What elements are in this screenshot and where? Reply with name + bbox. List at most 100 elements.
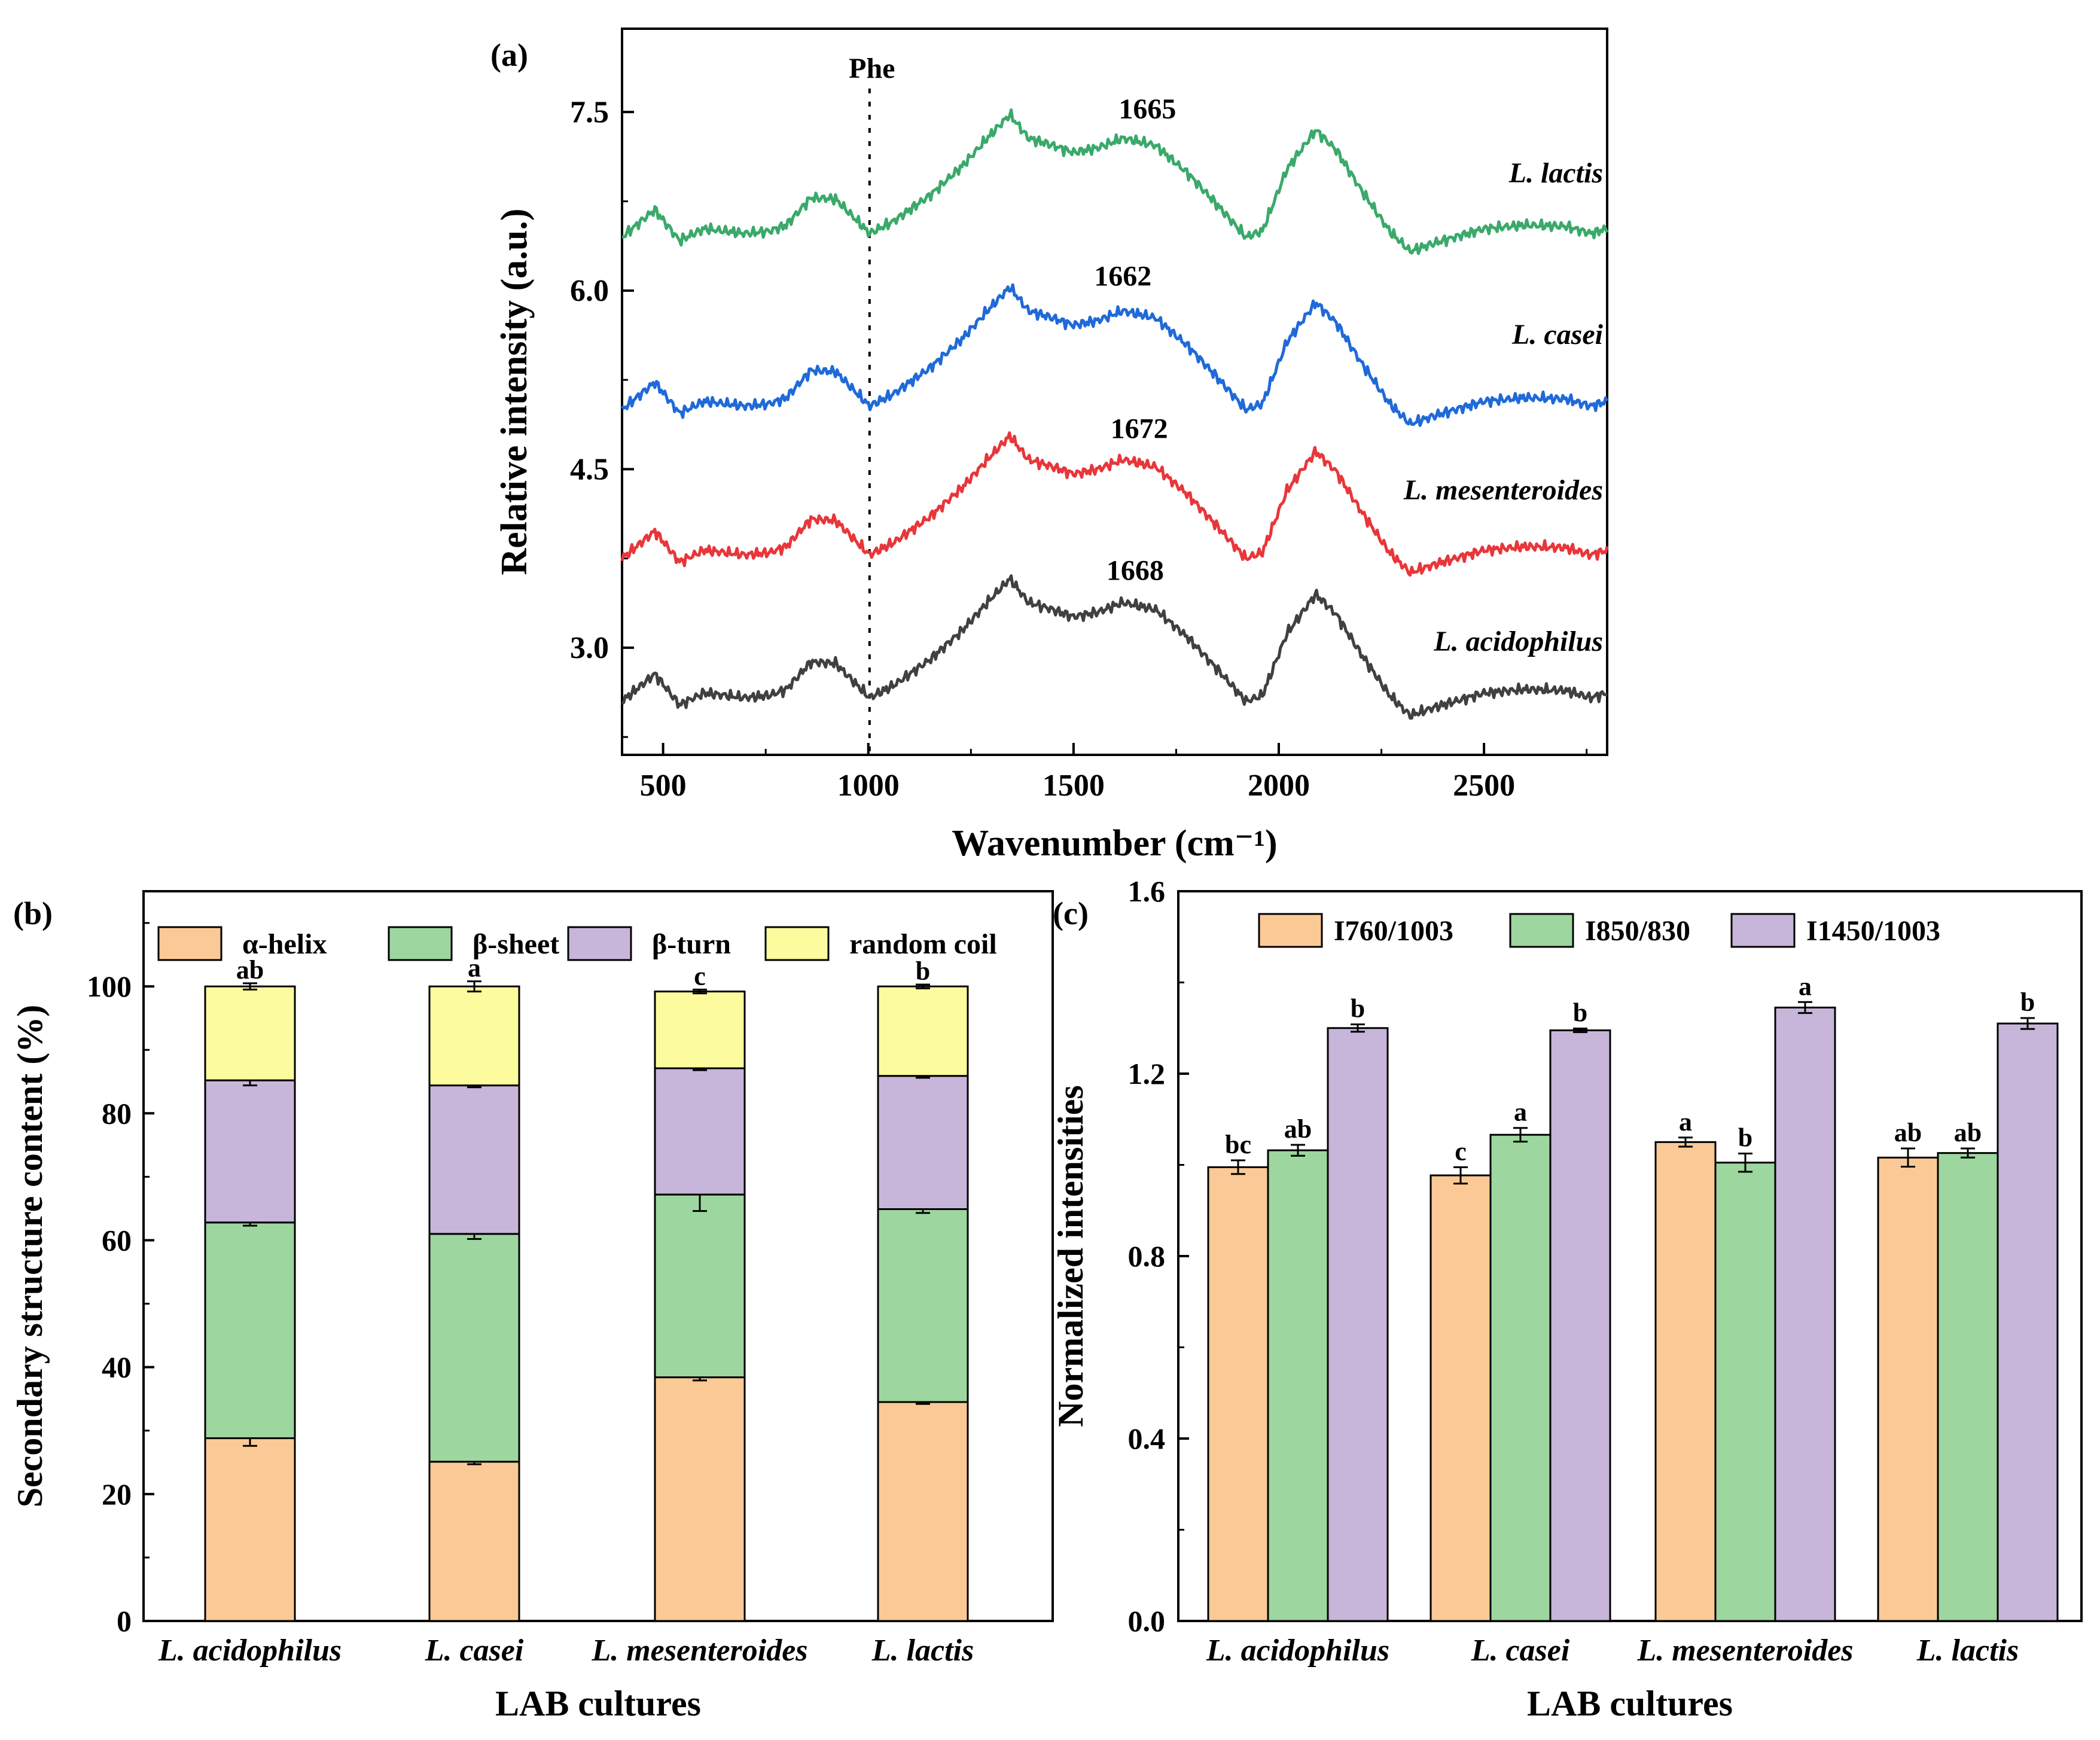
legend-swatch <box>1258 913 1323 948</box>
panel-a-phe-label: Phe <box>849 53 895 84</box>
legend-swatch <box>567 926 632 961</box>
stacked-bar-segment <box>204 1437 296 1622</box>
stacked-bar-segment <box>877 1075 969 1210</box>
spectrum-peak-label: 1668 <box>1107 555 1164 587</box>
significance-letter: a <box>1799 971 1812 1001</box>
panel-a-y-tick-label: 6.0 <box>570 274 609 308</box>
stacked-bar-segment <box>654 991 746 1069</box>
grouped-bar <box>1549 1029 1611 1622</box>
panel-a-y-tick-label: 3.0 <box>570 631 609 665</box>
legend-swatch <box>764 926 830 961</box>
significance-letter: b <box>2020 988 2035 1017</box>
panel-a: (a) 500 1000 1500 2000 2500 3.0 4.5 6.0 7.5 Wavenu… <box>490 28 1609 864</box>
panel-c-y-tick-label: 0.8 <box>1128 1239 1166 1273</box>
panel-b: (b) 0 20 40 60 80 100 L. acidophilus c b a ab L. cas… <box>10 890 1054 1723</box>
grouped-bar <box>1774 1006 1836 1622</box>
panel-b-y-tick-label: 40 <box>102 1351 132 1384</box>
significance-letter: a <box>468 953 481 983</box>
legend-label: β-sheet <box>473 928 559 960</box>
panel-c-y-tick-label: 1.2 <box>1128 1057 1166 1090</box>
panel-a-y-tick-label: 7.5 <box>570 95 609 129</box>
panel-b-y-tick-label: 80 <box>102 1096 132 1130</box>
grouped-bar <box>1267 1149 1329 1622</box>
panel-c-y-tick-label: 0.0 <box>1128 1604 1166 1638</box>
grouped-bar <box>1714 1162 1776 1622</box>
stacked-bar-segment <box>428 985 520 1087</box>
grouped-bar <box>1430 1174 1492 1622</box>
panel-a-x-tick-label: 2000 <box>1248 769 1310 803</box>
spectrum-series-label: L. acidophilus <box>1433 626 1603 657</box>
panel-c-x-tick-label: L. casei <box>1471 1634 1570 1668</box>
significance-letter: b <box>916 956 930 986</box>
panel-a-x-axis-title: Wavenumber (cm⁻¹) <box>952 823 1277 864</box>
panel-a-x-tick-label: 1500 <box>1043 769 1105 803</box>
panel-a-y-axis-title: Relative intensity (a.u.) <box>494 208 535 575</box>
stacked-bar-segment <box>204 1079 296 1224</box>
spectrum-peak-label: 1665 <box>1118 93 1176 125</box>
panel-a-x-tick-label: 1000 <box>837 769 900 803</box>
legend-swatch <box>1730 913 1796 948</box>
panel-a-y-tick-label: 4.5 <box>570 452 609 486</box>
legend-label: I850/830 <box>1585 915 1690 947</box>
panel-c-y-tick-label: 0.4 <box>1128 1422 1166 1455</box>
spectrum-line-lcasei <box>620 431 1609 577</box>
panel-b-y-tick-label: 20 <box>102 1477 132 1511</box>
stacked-bar-segment <box>654 1193 746 1379</box>
panel-b-x-tick-label: L. lactis <box>871 1634 974 1668</box>
grouped-bar <box>1937 1152 1999 1622</box>
panel-a-x-tick-label: 500 <box>640 769 687 803</box>
significance-letter: bc <box>1225 1130 1251 1159</box>
panel-b-y-axis-title: Secondary structure content (%) <box>10 1005 50 1507</box>
significance-letter: b <box>1738 1123 1752 1152</box>
significance-letter: ab <box>236 955 264 985</box>
stacked-bar-segment <box>877 1208 969 1403</box>
grouped-bar <box>1997 1022 2059 1622</box>
stacked-bar-segment <box>877 1401 969 1622</box>
panel-c-y-axis-title: Normalized intensities <box>1051 1085 1090 1427</box>
panel-b-y-tick-label: 60 <box>102 1223 132 1257</box>
panel-c-y-tick-label: 1.6 <box>1128 874 1166 908</box>
spectrum-peak-label: 1662 <box>1094 261 1151 292</box>
significance-letter: ab <box>1954 1118 1982 1147</box>
significance-letter: ab <box>1284 1114 1312 1144</box>
stacked-bar-segment <box>654 1376 746 1622</box>
legend-swatch <box>1509 913 1574 948</box>
significance-letter: a <box>1514 1098 1527 1127</box>
legend-label: random coil <box>849 928 997 960</box>
panel-c-x-axis-title: LAB cultures <box>1527 1684 1733 1723</box>
panel-c-x-tick-label: L. lactis <box>1916 1634 2019 1668</box>
panel-b-x-tick-label: L. acidophilus <box>158 1634 342 1668</box>
spectrum-series-label: L. lactis <box>1508 157 1603 189</box>
stacked-bar-segment <box>654 1067 746 1196</box>
stacked-bar-segment <box>877 985 969 1077</box>
panel-b-x-axis-title: LAB cultures <box>495 1684 701 1723</box>
panel-a-label: (a) <box>490 37 528 73</box>
spectrum-line-lmesenteroides <box>621 283 1609 427</box>
spectrum-series-label: L. mesenteroides <box>1403 474 1603 506</box>
panel-c: (c)0.00.40.81.21.6L. acidophilusbcabbL. … <box>1051 874 2083 1723</box>
grouped-bar <box>1327 1027 1389 1622</box>
grouped-bar <box>1489 1133 1552 1622</box>
grouped-bar <box>1207 1166 1269 1622</box>
significance-letter: c <box>694 961 706 991</box>
legend-label: I760/1003 <box>1334 915 1453 947</box>
spectrum-line-lacidophilus <box>621 574 1608 720</box>
spectrum-line-llactis <box>621 108 1609 255</box>
panel-a-plot-frame <box>621 28 1608 756</box>
spectrum-peak-label: 1672 <box>1111 413 1168 444</box>
stacked-bar-segment <box>204 985 296 1081</box>
legend-label: α-helix <box>242 928 327 960</box>
significance-letter: c <box>1455 1136 1467 1166</box>
panel-b-plot-frame <box>142 890 1054 1622</box>
significance-letter: ab <box>1894 1118 1922 1147</box>
panel-b-x-tick-label: L. mesenteroides <box>591 1634 807 1668</box>
significance-letter: b <box>1573 998 1587 1028</box>
stacked-bar-segment <box>428 1461 520 1622</box>
grouped-bar <box>1877 1156 1939 1622</box>
panel-c-x-tick-label: L. mesenteroides <box>1636 1634 1853 1668</box>
legend-label: I1450/1003 <box>1806 915 1940 947</box>
panel-b-x-tick-label: L. casei <box>425 1634 524 1668</box>
legend-swatch <box>388 926 453 961</box>
legend-label: β-turn <box>652 928 731 960</box>
